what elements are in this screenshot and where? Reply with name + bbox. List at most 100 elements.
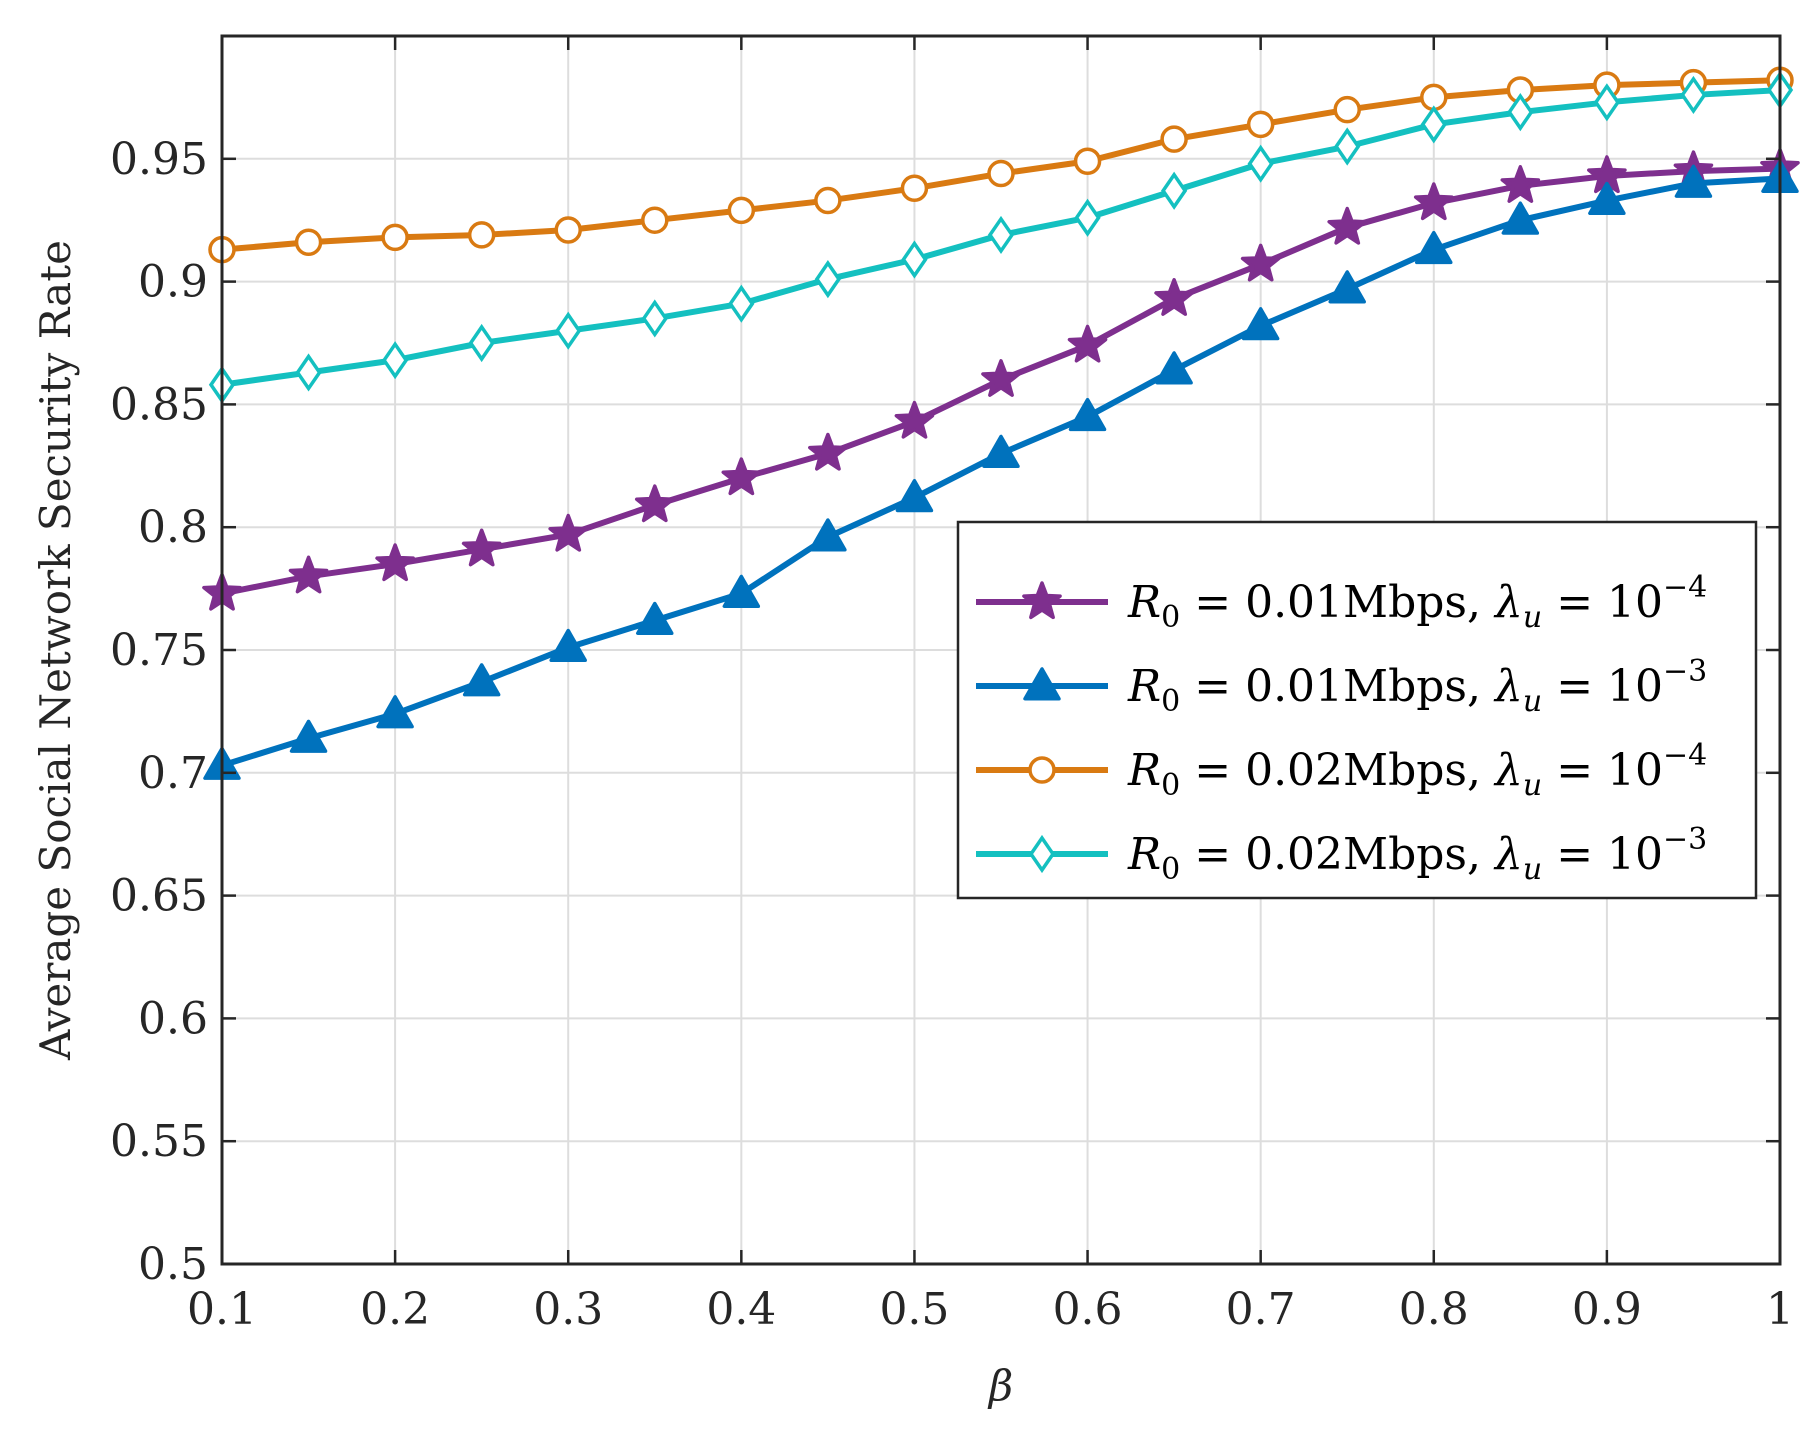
data-point-star: [981, 359, 1021, 397]
data-point-triangle: [809, 518, 847, 552]
data-point-star: [461, 528, 502, 567]
legend-entry-4: R0 = 0.02Mbps, λu = 10−3: [976, 822, 1707, 887]
data-point-diamond: [987, 215, 1015, 255]
x-tick-label: 0.9: [1572, 1284, 1642, 1335]
data-point-star: [894, 400, 935, 439]
y-tick-label: 0.85: [110, 379, 208, 430]
data-point-diamond: [641, 299, 668, 338]
data-point-triangle: [1068, 397, 1107, 432]
data-point-diamond: [901, 240, 928, 279]
data-point-star: [288, 555, 329, 594]
data-point-star: [634, 484, 675, 523]
data-point-circle: [381, 223, 409, 252]
data-point-triangle: [1328, 270, 1366, 304]
data-point-circle: [814, 186, 842, 215]
legend-entry-2: R0 = 0.01Mbps, λu = 10−3: [976, 654, 1707, 719]
x-axis-label: β: [987, 1361, 1013, 1410]
data-point-diamond: [1160, 171, 1188, 210]
data-point-circle: [467, 221, 496, 249]
data-point-triangle: [722, 574, 761, 609]
data-point-circle: [727, 196, 756, 225]
data-point-star: [1413, 182, 1454, 221]
legend-box: [956, 520, 1758, 900]
y-tick-label: 0.65: [110, 871, 208, 922]
data-point-triangle: [1674, 164, 1713, 198]
legend-label: R0 = 0.02Mbps, λu = 10−4: [1127, 738, 1707, 803]
x-tick-label: 0.7: [1226, 1284, 1296, 1335]
data-point-circle: [1246, 110, 1275, 139]
x-tick-label: 0.4: [706, 1284, 776, 1335]
data-point-triangle: [895, 478, 934, 513]
data-point-star: [1067, 324, 1108, 363]
ticks: 0.1 0.2 0.3 0.4 0.5 0.6 0.7 0.8 0.9 1 0.5 0.55 0.6 0.…: [110, 36, 1794, 1335]
data-point-diamond: [468, 323, 495, 363]
legend-label: R0 = 0.02Mbps, λu = 10−3: [1127, 822, 1707, 887]
data-point-diamond: [1334, 127, 1361, 166]
legend: R0 = 0.01Mbps, λu = 10−4 R0 = 0.01Mbps, λ…: [956, 520, 1758, 900]
data-point-diamond: [381, 341, 409, 380]
data-point-triangle: [1415, 230, 1453, 265]
data-point-triangle: [462, 663, 501, 697]
data-point-diamond: [1247, 144, 1274, 183]
y-tick-label: 0.6: [138, 993, 208, 1044]
data-point-star: [548, 513, 589, 552]
data-point-diamond: [295, 353, 322, 392]
data-point-star: [1500, 165, 1541, 203]
x-tick-label: 0.5: [879, 1284, 949, 1335]
legend-marker-star: [1022, 581, 1062, 620]
data-point-triangle: [1501, 201, 1540, 235]
data-point-diamond: [1074, 198, 1101, 237]
data-point-diamond: [814, 260, 842, 299]
data-point-star: [1327, 206, 1368, 245]
data-point-triangle: [982, 434, 1020, 469]
y-tick-label: 0.7: [138, 748, 208, 799]
data-point-triangle: [636, 601, 674, 636]
y-tick-label: 0.5: [138, 1239, 208, 1290]
legend-label: R0 = 0.01Mbps, λu = 10−4: [1127, 570, 1707, 635]
data-point-diamond: [728, 284, 755, 323]
data-point-star: [808, 432, 848, 471]
data-point-triangle: [1588, 181, 1626, 216]
data-point-triangle: [289, 719, 328, 753]
x-tick-label: 0.8: [1399, 1284, 1469, 1335]
data-point-circle: [1333, 95, 1361, 124]
data-point-circle: [1073, 147, 1102, 176]
legend-label: R0 = 0.01Mbps, λu = 10−3: [1127, 654, 1707, 719]
x-tick-label: 0.2: [360, 1284, 430, 1335]
y-tick-label: 0.75: [110, 625, 208, 676]
legend-entry-3: R0 = 0.02Mbps, λu = 10−4: [976, 738, 1707, 803]
data-point-circle: [554, 216, 582, 244]
x-tick-label: 0.6: [1053, 1284, 1123, 1335]
series-2: [203, 159, 1799, 780]
y-tick-label: 0.55: [110, 1116, 208, 1167]
data-point-circle: [900, 174, 929, 203]
x-tick-label: 0.1: [187, 1284, 257, 1335]
data-point-diamond: [1593, 83, 1621, 122]
legend-entry-1: R0 = 0.01Mbps, λu = 10−4: [976, 570, 1707, 635]
data-point-triangle: [1155, 351, 1193, 385]
data-point-triangle: [376, 695, 414, 729]
x-tick-label: 1: [1766, 1284, 1794, 1335]
data-point-circle: [641, 206, 669, 234]
data-point-star: [721, 457, 762, 496]
y-tick-label: 0.8: [138, 502, 208, 553]
legend-marker-triangle: [1023, 667, 1061, 701]
data-point-diamond: [1680, 75, 1707, 115]
data-point-star: [1154, 278, 1194, 316]
y-axis-label: Average Social Network Security Rate: [31, 240, 80, 1061]
data-point-triangle: [1241, 307, 1280, 341]
legend-marker-circle: [1028, 756, 1056, 784]
data-point-star: [1240, 243, 1281, 282]
series-4: [208, 70, 1794, 404]
data-point-diamond: [1420, 105, 1447, 144]
x-tick-label: 0.3: [533, 1284, 603, 1335]
data-point-star: [375, 543, 415, 582]
y-tick-label: 0.95: [110, 134, 208, 185]
legend-marker-diamond: [1028, 834, 1056, 874]
data-point-circle: [1160, 125, 1188, 153]
data-point-diamond: [555, 311, 582, 350]
series-group: [202, 66, 1800, 780]
data-point-circle: [294, 228, 323, 257]
y-tick-label: 0.9: [138, 257, 208, 308]
